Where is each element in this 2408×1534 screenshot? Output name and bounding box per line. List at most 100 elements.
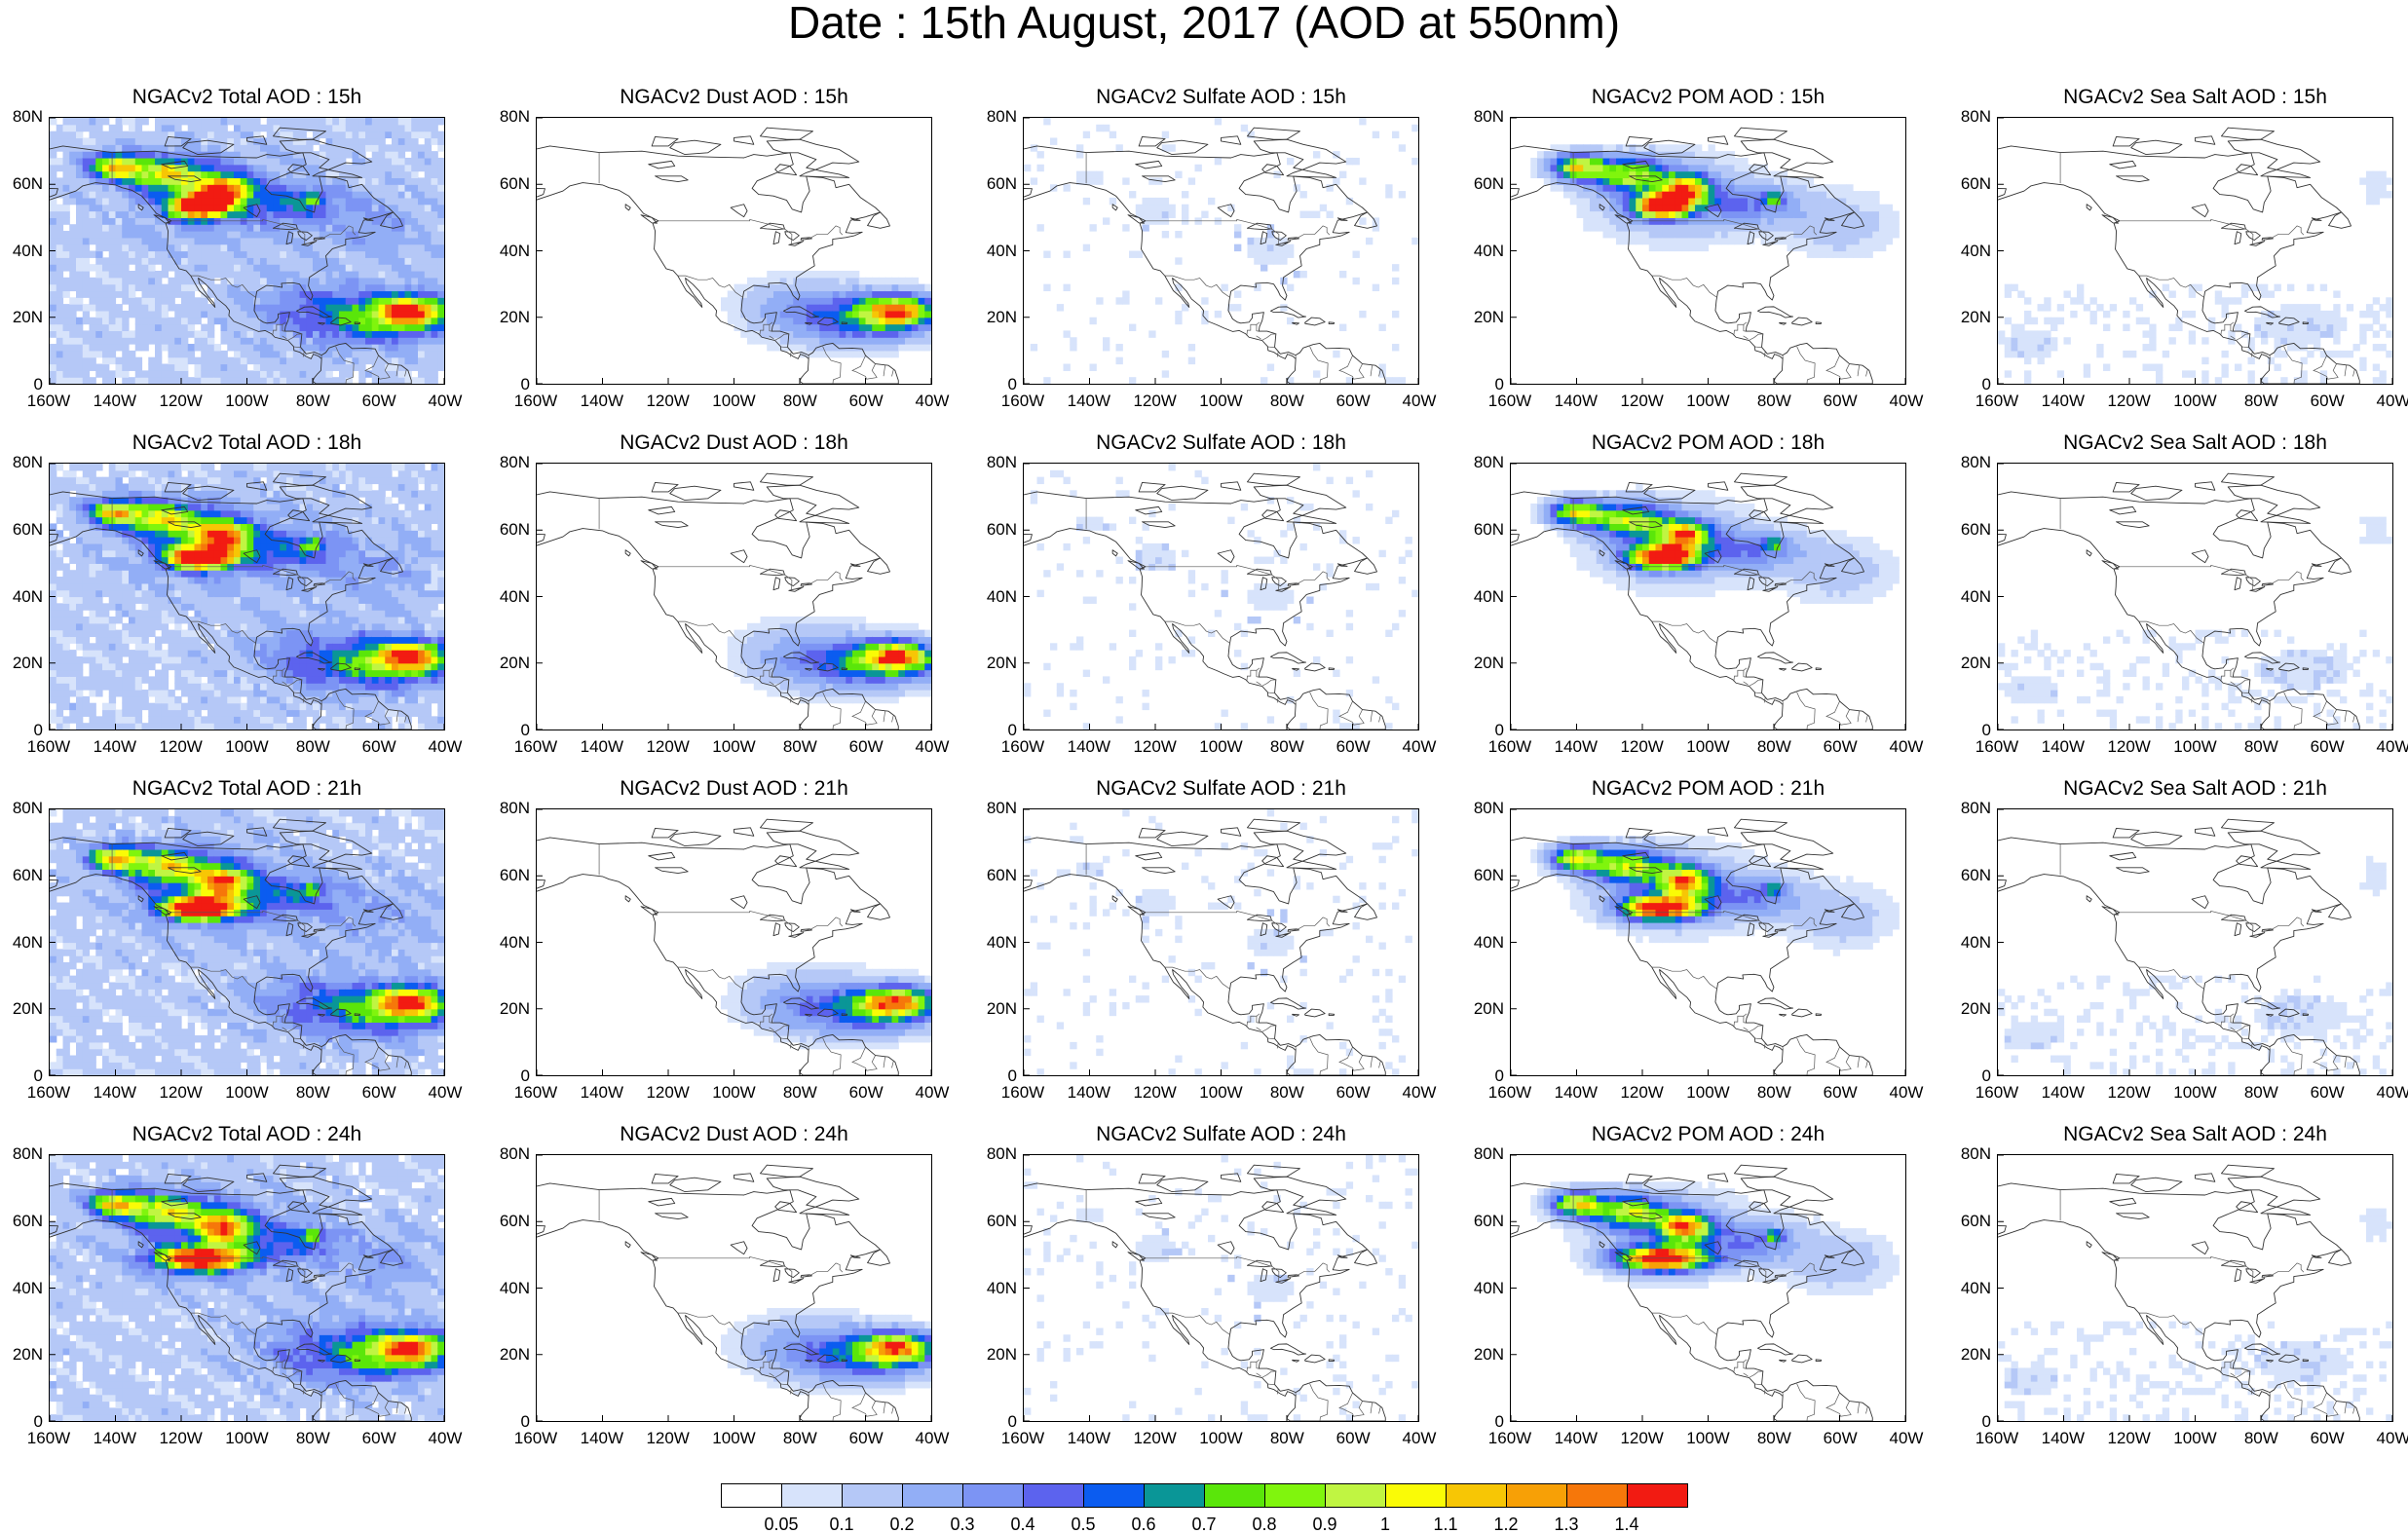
lon-label: 160W [994, 1084, 1052, 1102]
lat-label: 20N [491, 1000, 530, 1018]
colorbar-box [781, 1483, 843, 1508]
lat-label: 40N [1465, 588, 1504, 606]
colorbar-label: 1.2 [1482, 1515, 1530, 1534]
lat-label: 40N [1952, 588, 1991, 606]
map-plot-area [536, 463, 932, 730]
lon-label: 100W [1679, 1430, 1738, 1447]
map-plot-area [1023, 117, 1419, 385]
lat-label: 40N [1952, 1280, 1991, 1297]
lon-label: 120W [2100, 1084, 2159, 1102]
lon-label: 160W [507, 1084, 565, 1102]
lon-label: 60W [837, 1084, 895, 1102]
lon-label: 100W [1192, 1084, 1251, 1102]
lon-label: 40W [1877, 1430, 1936, 1447]
lat-label: 80N [1465, 454, 1504, 471]
lon-label: 120W [2100, 393, 2159, 410]
lat-label: 80N [491, 454, 530, 471]
map-plot-area [536, 1154, 932, 1422]
lon-label: 160W [1968, 1084, 2026, 1102]
aod-shading [1530, 1181, 1900, 1295]
lat-label: 40N [978, 243, 1017, 260]
lat-label: 60N [1465, 521, 1504, 539]
lat-label: 60N [491, 521, 530, 539]
lon-label: 40W [903, 1084, 961, 1102]
lon-label: 80W [2232, 1430, 2290, 1447]
panel-title: NGACv2 Sea Salt AOD : 18h [1997, 431, 2393, 455]
aod-shading [1530, 483, 1900, 603]
lat-label: 20N [4, 1346, 43, 1364]
map-plot-area [1997, 1154, 2393, 1422]
lon-label: 140W [1060, 393, 1118, 410]
panel-title: NGACv2 Dust AOD : 15h [536, 86, 932, 109]
lon-label: 40W [903, 393, 961, 410]
lon-label: 160W [19, 1430, 78, 1447]
lat-label: 20N [978, 309, 1017, 326]
colorbar-box [842, 1483, 903, 1508]
lat-label: 20N [1465, 655, 1504, 672]
lon-label: 160W [1968, 738, 2026, 756]
lat-label: 80N [978, 454, 1017, 471]
lat-label: 80N [1952, 454, 1991, 471]
lon-label: 100W [705, 1084, 764, 1102]
lat-label: 80N [1952, 108, 1991, 126]
panel-title: NGACv2 POM AOD : 15h [1510, 86, 1906, 109]
lon-label: 40W [416, 393, 474, 410]
lon-label: 140W [1060, 1430, 1118, 1447]
map-plot-area [1023, 808, 1419, 1076]
panel-title: NGACv2 POM AOD : 21h [1510, 777, 1906, 801]
lon-label: 60W [1324, 1430, 1382, 1447]
lon-label: 60W [1324, 393, 1382, 410]
colorbar-label: 0.9 [1300, 1515, 1349, 1534]
map-plot-area [49, 463, 445, 730]
lat-label: 40N [1465, 1280, 1504, 1297]
lat-label: 20N [1465, 1346, 1504, 1364]
lon-label: 140W [573, 1084, 631, 1102]
lat-label: 80N [978, 800, 1017, 817]
lon-label: 100W [218, 738, 277, 756]
lon-label: 100W [1192, 393, 1251, 410]
colorbar-label: 1.4 [1602, 1515, 1651, 1534]
colorbar-box [962, 1483, 1024, 1508]
lon-label: 40W [1877, 393, 1936, 410]
lat-label: 40N [491, 934, 530, 952]
lon-label: 120W [2100, 1430, 2159, 1447]
map-plot-area [49, 808, 445, 1076]
panel-title: NGACv2 Total AOD : 15h [49, 86, 445, 109]
aod-shading [1998, 856, 2392, 1075]
map-plot-area [1510, 117, 1906, 385]
lon-label: 80W [771, 393, 829, 410]
colorbar-label: 0.2 [878, 1515, 926, 1534]
map-plot-area [1997, 463, 2393, 730]
colorbar-box [1083, 1483, 1145, 1508]
aod-shading [1530, 836, 1900, 955]
lon-label: 140W [2034, 1430, 2092, 1447]
lat-label: 60N [978, 867, 1017, 884]
lon-label: 140W [1547, 1084, 1605, 1102]
lon-label: 120W [639, 393, 697, 410]
lat-label: 40N [491, 1280, 530, 1297]
lon-label: 80W [771, 738, 829, 756]
map-plot-area [1023, 463, 1419, 730]
lon-label: 80W [2232, 738, 2290, 756]
lon-label: 80W [1745, 393, 1803, 410]
lon-label: 80W [283, 393, 342, 410]
panel-title: NGACv2 Sea Salt AOD : 21h [1997, 777, 2393, 801]
panel-title: NGACv2 Sulfate AOD : 15h [1023, 86, 1419, 109]
lon-label: 140W [86, 393, 144, 410]
lon-label: 40W [416, 738, 474, 756]
lon-label: 100W [218, 1430, 277, 1447]
lat-label: 40N [4, 1280, 43, 1297]
lon-label: 80W [771, 1430, 829, 1447]
colorbar-box [1264, 1483, 1326, 1508]
coastlines [1024, 473, 1385, 730]
lat-label: 60N [1465, 175, 1504, 193]
colorbar-box [1627, 1483, 1688, 1508]
lat-label: 80N [978, 1145, 1017, 1163]
lat-label: 20N [4, 309, 43, 326]
lat-label: 20N [491, 655, 530, 672]
